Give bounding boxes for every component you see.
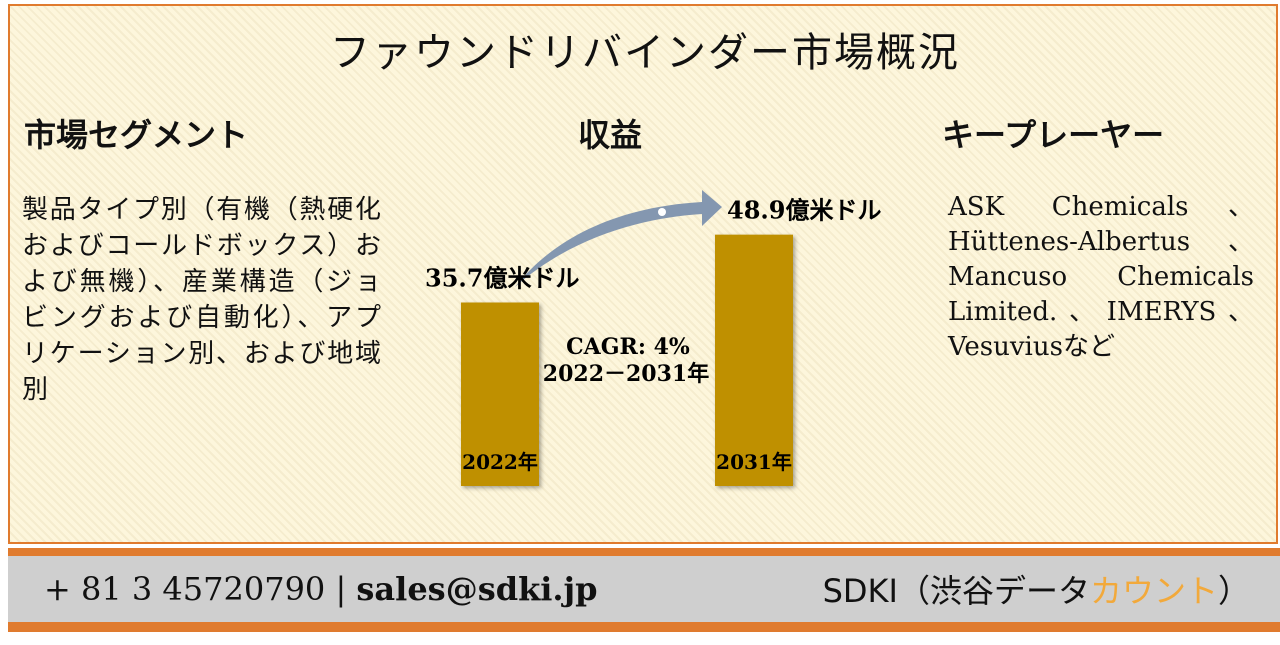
- footer: + 81 3 45720790 | sales@sdki.jp SDKI（渋谷デ…: [8, 556, 1280, 632]
- phone-number[interactable]: + 81 3 45720790: [44, 570, 326, 608]
- revenue-heading: 収益: [578, 116, 643, 154]
- cagr-label: CAGR: 4%: [566, 334, 690, 360]
- bar-1: [715, 234, 793, 486]
- brand-name: SDKI（渋谷データカウント）: [823, 566, 1250, 612]
- arrow-dot-icon: [658, 208, 666, 216]
- overview-panel: ファウンドリバインダー市場概況 市場セグメント 収益 キープレーヤー 製品タイプ…: [8, 4, 1278, 544]
- value-label-1: 48.9億米ドル: [727, 196, 881, 225]
- brand-suffix: ）: [1217, 572, 1250, 610]
- segments-text: 製品タイプ別（有機（熱硬化およびコールドボックス）および無機）、産業構造（ジョビ…: [22, 195, 382, 405]
- growth-arrow-icon: [515, 190, 722, 287]
- key-players-heading: キープレーヤー: [942, 116, 1165, 154]
- category-label-0: 2022年: [462, 450, 538, 474]
- category-label-1: 2031年: [716, 450, 792, 474]
- page-title: ファウンドリバインダー市場概況: [330, 30, 960, 76]
- brand-highlight: カウント: [1089, 572, 1218, 610]
- segments-heading: 市場セグメント: [24, 116, 249, 154]
- brand-prefix: SDKI（渋谷データ: [822, 572, 1090, 610]
- bar-0: [461, 302, 539, 486]
- value-label-0: 35.7億米ドル: [425, 264, 579, 293]
- contact-info: + 81 3 45720790 | sales@sdki.jp: [44, 570, 598, 608]
- footer-accent-bar: [8, 548, 1280, 556]
- cagr-period-label: 2022－2031年: [543, 361, 709, 387]
- separator: |: [335, 570, 347, 608]
- key-players-text: ASK Chemicals、Hüttenes-Albertus、Mancuso …: [948, 192, 1254, 362]
- email-link[interactable]: sales@sdki.jp: [356, 570, 598, 608]
